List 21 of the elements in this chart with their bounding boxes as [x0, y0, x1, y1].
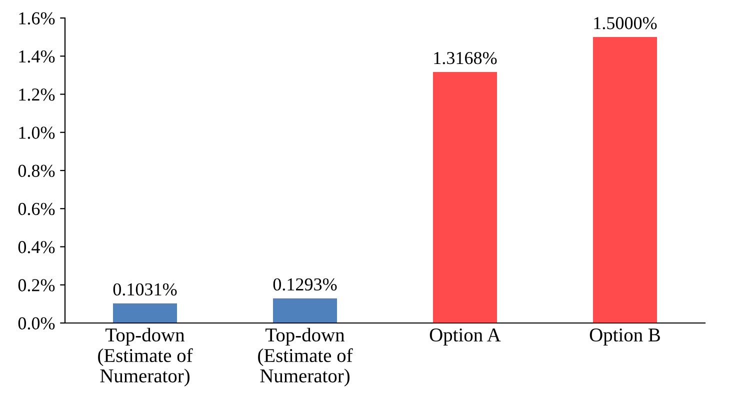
- data-label: 1.3168%: [434, 52, 497, 64]
- y-tick-label: 0.6%: [18, 202, 55, 216]
- x-tick-label: Option A: [430, 328, 501, 346]
- data-label: 0.1293%: [273, 278, 337, 291]
- y-tick-label: 0.0%: [18, 317, 55, 330]
- x-tick-label: Top-down (Estimate of Numerator): [98, 328, 193, 386]
- data-label: 1.5000%: [594, 17, 657, 30]
- bar: [273, 298, 337, 323]
- x-tick-label: Option B: [590, 328, 660, 346]
- y-tick-label: 0.2%: [18, 279, 55, 292]
- y-tick-label: 1.4%: [19, 50, 55, 63]
- data-label: 0.1031%: [113, 283, 177, 296]
- y-tick-label: 1.6%: [19, 12, 55, 25]
- y-tick-label: 0.8%: [18, 164, 55, 178]
- y-tick-label: 0.4%: [18, 241, 55, 254]
- y-tick-label: 1.0%: [19, 126, 55, 139]
- bar: [113, 303, 177, 323]
- bar: [593, 37, 657, 323]
- y-tick-label: 1.2%: [19, 88, 55, 101]
- x-tick-label: Top-down (Estimate of Numerator): [258, 328, 353, 386]
- bar: [433, 72, 497, 323]
